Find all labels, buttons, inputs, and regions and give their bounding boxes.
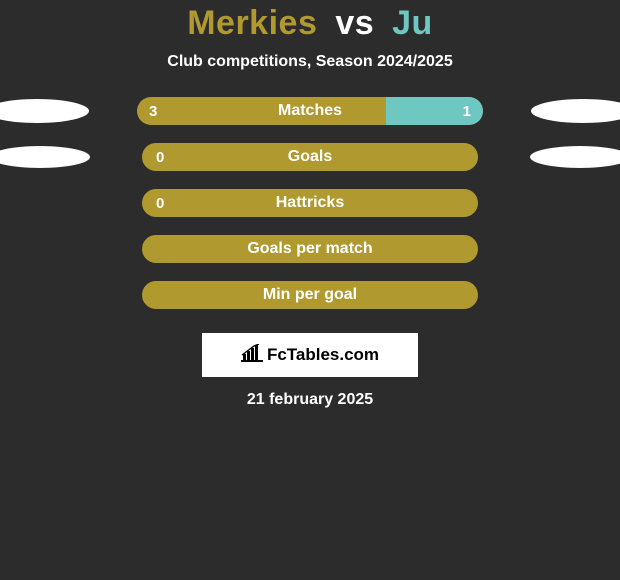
stat-label: Min per goal [144,283,476,307]
stat-row: 31Matches [0,97,620,125]
player1-marker [0,99,89,123]
right-marker-slot [483,99,620,123]
stat-label: Goals per match [144,237,476,261]
subtitle: Club competitions, Season 2024/2025 [167,53,452,71]
stat-row: Min per goal [0,281,620,309]
right-marker-slot [478,146,620,168]
comparison-card: Merkies vs Ju Club competitions, Season … [0,0,620,409]
stat-row: Goals per match [0,235,620,263]
stat-row: 0Goals [0,143,620,171]
brand-text: FcTables.com [267,345,379,365]
stat-label: Goals [144,145,476,169]
title: Merkies vs Ju [187,4,433,43]
brand-chart-icon [241,344,263,367]
player2-marker [531,99,620,123]
date: 21 february 2025 [247,391,373,409]
stat-label: Matches [137,97,483,125]
left-marker-slot [0,99,137,123]
stat-bar: Goals per match [142,235,478,263]
player1-name: Merkies [187,4,317,42]
stat-bar: 0Hattricks [142,189,478,217]
stat-label: Hattricks [144,191,476,215]
stat-rows: 31Matches 0Goals 0Hattricks Goals per match… [0,97,620,327]
brand-box[interactable]: FcTables.com [202,333,418,377]
player2-marker [530,146,620,168]
stat-bar: 0Goals [142,143,478,171]
player2-name: Ju [392,4,433,42]
stat-row: 0Hattricks [0,189,620,217]
stat-bar: Min per goal [142,281,478,309]
player1-marker [0,146,90,168]
left-marker-slot [0,146,142,168]
title-vs: vs [335,4,374,42]
stat-bar: 31Matches [137,97,483,125]
